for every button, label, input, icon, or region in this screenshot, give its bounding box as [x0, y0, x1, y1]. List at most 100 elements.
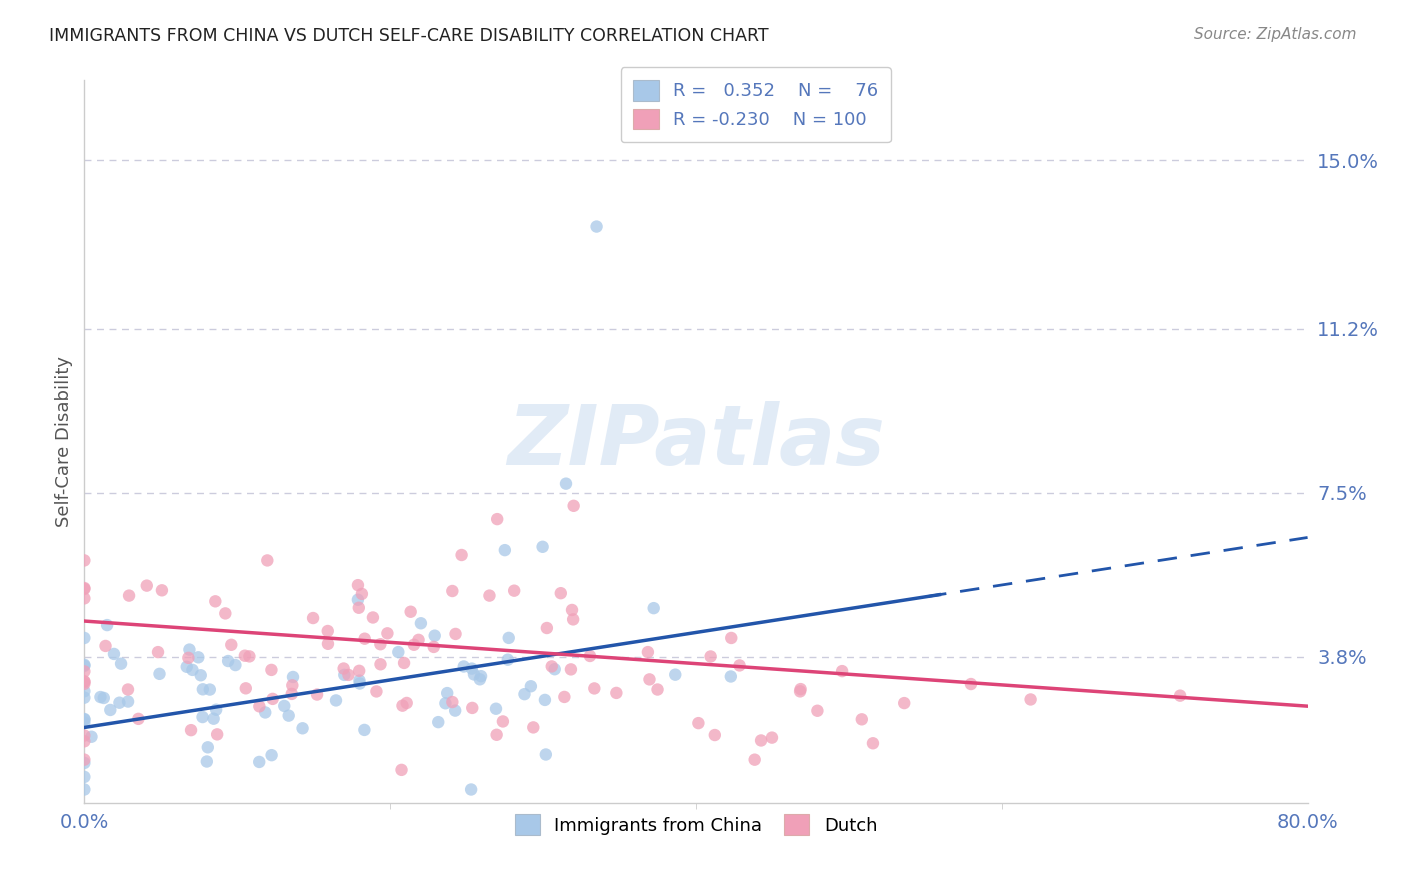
Point — [744, 753, 766, 767]
Point — [468, 673, 491, 687]
Point — [461, 662, 484, 676]
Point — [197, 740, 219, 755]
Point — [302, 611, 325, 625]
Point — [638, 673, 661, 687]
Point — [664, 667, 686, 681]
Point — [73, 677, 96, 691]
Point — [254, 706, 277, 720]
Point — [409, 616, 432, 631]
Point — [333, 668, 356, 682]
Point — [536, 621, 558, 635]
Point — [177, 651, 200, 665]
Point — [470, 669, 492, 683]
Point — [187, 650, 209, 665]
Point — [353, 723, 375, 737]
Point — [605, 686, 627, 700]
Point — [553, 690, 575, 704]
Point — [498, 631, 520, 645]
Point — [806, 704, 828, 718]
Point — [195, 755, 218, 769]
Point — [366, 684, 388, 698]
Point — [190, 668, 212, 682]
Point — [831, 664, 853, 678]
Point — [247, 755, 270, 769]
Point — [550, 586, 572, 600]
Point — [117, 682, 139, 697]
Point — [96, 618, 118, 632]
Point — [73, 658, 96, 673]
Point — [395, 696, 418, 710]
Point — [98, 703, 121, 717]
Point — [135, 579, 157, 593]
Point — [494, 543, 516, 558]
Text: ZIPatlas: ZIPatlas — [508, 401, 884, 482]
Point — [761, 731, 783, 745]
Point — [221, 638, 243, 652]
Point — [370, 637, 392, 651]
Point — [399, 605, 422, 619]
Point — [540, 659, 562, 673]
Point — [496, 653, 519, 667]
Point — [224, 658, 246, 673]
Point — [260, 748, 283, 763]
Point — [450, 548, 472, 562]
Point — [555, 476, 578, 491]
Point — [146, 645, 169, 659]
Point — [434, 696, 457, 710]
Point — [520, 679, 543, 693]
Point — [205, 703, 228, 717]
Point — [291, 721, 314, 735]
Point — [73, 674, 96, 689]
Text: Source: ZipAtlas.com: Source: ZipAtlas.com — [1194, 27, 1357, 42]
Point — [583, 681, 606, 696]
Point — [486, 512, 509, 526]
Point — [277, 708, 299, 723]
Point — [233, 648, 256, 663]
Point — [460, 782, 482, 797]
Point — [235, 681, 257, 696]
Point — [349, 673, 371, 688]
Point — [643, 601, 665, 615]
Point — [103, 647, 125, 661]
Point — [422, 640, 444, 654]
Point — [720, 631, 742, 645]
Point — [387, 645, 409, 659]
Point — [73, 553, 96, 567]
Point — [337, 668, 360, 682]
Point — [699, 649, 721, 664]
Point — [148, 666, 170, 681]
Point — [427, 715, 450, 730]
Point — [720, 669, 742, 683]
Point — [391, 698, 413, 713]
Point — [332, 661, 354, 675]
Point — [191, 710, 214, 724]
Point — [492, 714, 515, 729]
Point — [444, 704, 467, 718]
Point — [513, 687, 536, 701]
Point — [176, 660, 198, 674]
Point — [585, 219, 607, 234]
Point — [93, 690, 115, 705]
Point — [560, 662, 582, 676]
Point — [402, 638, 425, 652]
Point — [637, 645, 659, 659]
Point — [127, 712, 149, 726]
Point — [441, 695, 464, 709]
Point — [423, 629, 446, 643]
Point — [893, 696, 915, 710]
Point — [316, 637, 339, 651]
Point — [73, 712, 96, 726]
Point — [789, 684, 811, 698]
Point — [150, 583, 173, 598]
Point — [562, 499, 585, 513]
Point — [534, 693, 557, 707]
Point — [960, 677, 983, 691]
Point — [463, 667, 485, 681]
Point — [478, 589, 501, 603]
Point — [862, 736, 884, 750]
Point — [73, 782, 96, 797]
Point — [73, 729, 96, 743]
Point — [73, 591, 96, 606]
Point — [353, 632, 375, 646]
Point — [349, 676, 371, 690]
